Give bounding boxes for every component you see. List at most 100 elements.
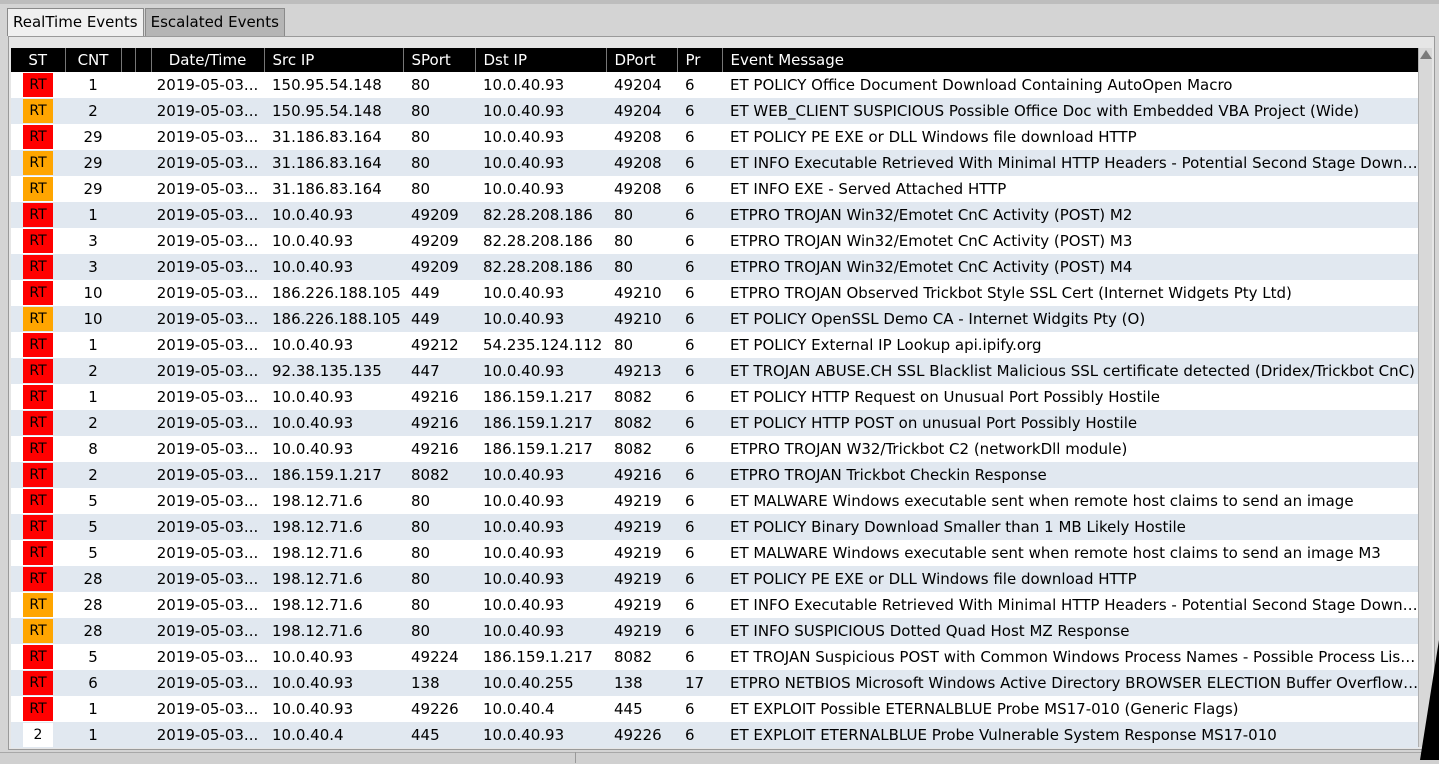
table-row[interactable]: RT 3 2019-05-03... 10.0.40.93 49209 82.28.208… bbox=[11, 254, 1419, 280]
table-row[interactable]: RT 28 2019-05-03... 198.12.71.6 80 10.0.40.93… bbox=[11, 566, 1419, 592]
cell-datetime: 2019-05-03... bbox=[156, 128, 259, 146]
table-row[interactable]: RT 29 2019-05-03... 31.186.83.164 80 10.0.40.… bbox=[11, 124, 1419, 150]
cell-datetime: 2019-05-03... bbox=[156, 102, 259, 120]
scroll-up-arrow-icon[interactable] bbox=[1420, 50, 1432, 59]
cell-datetime: 2019-05-03... bbox=[156, 492, 259, 510]
cell-sport: 8082 bbox=[411, 466, 450, 484]
cell-blank-1 bbox=[121, 72, 135, 98]
cell-blank-2 bbox=[135, 124, 151, 150]
cell-pr: 6 bbox=[685, 622, 695, 640]
cell-sport: 445 bbox=[411, 726, 440, 744]
cell-sport: 80 bbox=[411, 596, 431, 614]
cell-pr: 6 bbox=[685, 154, 695, 172]
col-header-event-message[interactable]: Event Message bbox=[722, 48, 1420, 72]
status-badge: RT bbox=[23, 515, 53, 539]
cell-st: RT bbox=[11, 306, 65, 332]
tab-realtime-events[interactable]: RealTime Events bbox=[7, 8, 144, 36]
cell-st: RT bbox=[11, 98, 65, 124]
col-header-pr[interactable]: Pr bbox=[677, 48, 723, 72]
cell-blank-1 bbox=[121, 592, 135, 618]
table-row[interactable]: RT 6 2019-05-03... 10.0.40.93 138 10.0.40.255… bbox=[11, 670, 1419, 696]
cell-src-ip: 31.186.83.164 bbox=[272, 180, 382, 198]
table-row[interactable]: RT 10 2019-05-03... 186.226.188.105 449 10.0.… bbox=[11, 306, 1419, 332]
cell-st: RT bbox=[11, 462, 65, 488]
table-row[interactable]: RT 5 2019-05-03... 198.12.71.6 80 10.0.40.93 4… bbox=[11, 514, 1419, 540]
vertical-scrollbar[interactable] bbox=[1418, 48, 1432, 747]
cell-st: RT bbox=[11, 644, 65, 670]
cell-datetime: 2019-05-03... bbox=[156, 700, 259, 718]
cell-pr: 6 bbox=[685, 518, 695, 536]
cell-pr: 6 bbox=[685, 726, 695, 744]
table-row[interactable]: 2 1 2019-05-03... 10.0.40.4 445 10.0.40.93 492… bbox=[11, 722, 1419, 748]
cell-st: RT bbox=[11, 566, 65, 592]
table-row[interactable]: RT 2 2019-05-03... 92.38.135.135 447 10.0.40.… bbox=[11, 358, 1419, 384]
table-row[interactable]: RT 28 2019-05-03... 198.12.71.6 80 10.0.40.93… bbox=[11, 618, 1419, 644]
table-row[interactable]: RT 29 2019-05-03... 31.186.83.164 80 10.0.40.… bbox=[11, 176, 1419, 202]
table-row[interactable]: RT 5 2019-05-03... 10.0.40.93 49224 186.159.1… bbox=[11, 644, 1419, 670]
cell-dport: 49219 bbox=[614, 596, 662, 614]
cell-st: RT bbox=[11, 696, 65, 722]
col-header-datetime[interactable]: Date/Time bbox=[151, 48, 265, 72]
table-row[interactable]: RT 28 2019-05-03... 198.12.71.6 80 10.0.40.93… bbox=[11, 592, 1419, 618]
cell-cnt: 29 bbox=[83, 128, 103, 146]
table-row[interactable]: RT 1 2019-05-03... 10.0.40.93 49226 10.0.40.4… bbox=[11, 696, 1419, 722]
cell-event-message: ET POLICY OpenSSL Demo CA - Internet Wid… bbox=[730, 310, 1146, 328]
cell-src-ip: 31.186.83.164 bbox=[272, 128, 382, 146]
table-row[interactable]: RT 1 2019-05-03... 150.95.54.148 80 10.0.40.9… bbox=[11, 72, 1419, 98]
cell-datetime: 2019-05-03... bbox=[156, 180, 259, 198]
col-header-dport[interactable]: DPort bbox=[606, 48, 678, 72]
cell-pr: 6 bbox=[685, 128, 695, 146]
cell-pr: 6 bbox=[685, 466, 695, 484]
col-header-src-ip[interactable]: Src IP bbox=[264, 48, 404, 72]
cell-dst-ip: 10.0.40.93 bbox=[483, 726, 565, 744]
cell-dst-ip: 10.0.40.93 bbox=[483, 466, 565, 484]
cell-sport: 80 bbox=[411, 180, 431, 198]
status-badge: RT bbox=[23, 229, 53, 253]
cell-datetime: 2019-05-03... bbox=[156, 362, 259, 380]
cell-pr: 6 bbox=[685, 232, 695, 250]
cell-cnt: 2 bbox=[88, 362, 98, 380]
table-row[interactable]: RT 29 2019-05-03... 31.186.83.164 80 10.0.40.… bbox=[11, 150, 1419, 176]
cell-blank-1 bbox=[121, 254, 135, 280]
cell-st: RT bbox=[11, 280, 65, 306]
table-row[interactable]: RT 5 2019-05-03... 198.12.71.6 80 10.0.40.93 4… bbox=[11, 540, 1419, 566]
status-badge: RT bbox=[23, 385, 53, 409]
cell-dport: 49216 bbox=[614, 466, 662, 484]
table-row[interactable]: RT 2 2019-05-03... 186.159.1.217 8082 10.0.40… bbox=[11, 462, 1419, 488]
cell-blank-1 bbox=[121, 384, 135, 410]
table-row[interactable]: RT 1 2019-05-03... 10.0.40.93 49216 186.159.1… bbox=[11, 384, 1419, 410]
table-row[interactable]: RT 1 2019-05-03... 10.0.40.93 49209 82.28.208… bbox=[11, 202, 1419, 228]
col-header-dst-ip[interactable]: Dst IP bbox=[475, 48, 607, 72]
table-row[interactable]: RT 1 2019-05-03... 10.0.40.93 49212 54.235.12… bbox=[11, 332, 1419, 358]
cell-event-message: ET POLICY PE EXE or DLL Windows file dow… bbox=[730, 128, 1137, 146]
col-header-st[interactable]: ST bbox=[11, 48, 66, 72]
cell-src-ip: 150.95.54.148 bbox=[272, 76, 382, 94]
col-header-blank-2[interactable] bbox=[135, 48, 152, 72]
cell-dport: 8082 bbox=[614, 440, 653, 458]
cell-blank-2 bbox=[135, 436, 151, 462]
cell-sport: 80 bbox=[411, 544, 431, 562]
tab-escalated-events[interactable]: Escalated Events bbox=[144, 8, 285, 36]
cell-dst-ip: 10.0.40.93 bbox=[483, 596, 565, 614]
col-header-sport[interactable]: SPort bbox=[403, 48, 476, 72]
cell-dport: 8082 bbox=[614, 388, 653, 406]
col-header-cnt[interactable]: CNT bbox=[65, 48, 122, 72]
table-row[interactable]: RT 5 2019-05-03... 198.12.71.6 80 10.0.40.93 4… bbox=[11, 488, 1419, 514]
table-row[interactable]: RT 2 2019-05-03... 150.95.54.148 80 10.0.40.9… bbox=[11, 98, 1419, 124]
cell-st: RT bbox=[11, 670, 65, 696]
col-header-blank-1[interactable] bbox=[121, 48, 136, 72]
table-row[interactable]: RT 10 2019-05-03... 186.226.188.105 449 10.0.… bbox=[11, 280, 1419, 306]
table-row[interactable]: RT 2 2019-05-03... 10.0.40.93 49216 186.159.1… bbox=[11, 410, 1419, 436]
cell-event-message: ET INFO SUSPICIOUS Dotted Quad Host MZ R… bbox=[730, 622, 1130, 640]
status-badge: RT bbox=[23, 151, 53, 175]
cell-st: RT bbox=[11, 202, 65, 228]
table-row[interactable]: RT 8 2019-05-03... 10.0.40.93 49216 186.159.1… bbox=[11, 436, 1419, 462]
table-row[interactable]: RT 3 2019-05-03... 10.0.40.93 49209 82.28.208… bbox=[11, 228, 1419, 254]
cell-cnt: 28 bbox=[83, 596, 103, 614]
cell-src-ip: 198.12.71.6 bbox=[272, 518, 363, 536]
events-panel: ST CNT Date/Time Src IP SPort Dst IP DPo… bbox=[8, 36, 1435, 750]
cell-blank-2 bbox=[135, 98, 151, 124]
cell-dst-ip: 10.0.40.93 bbox=[483, 622, 565, 640]
cell-blank-1 bbox=[121, 540, 135, 566]
cell-event-message: ET EXPLOIT ETERNALBLUE Probe Vulnerable … bbox=[730, 726, 1277, 744]
